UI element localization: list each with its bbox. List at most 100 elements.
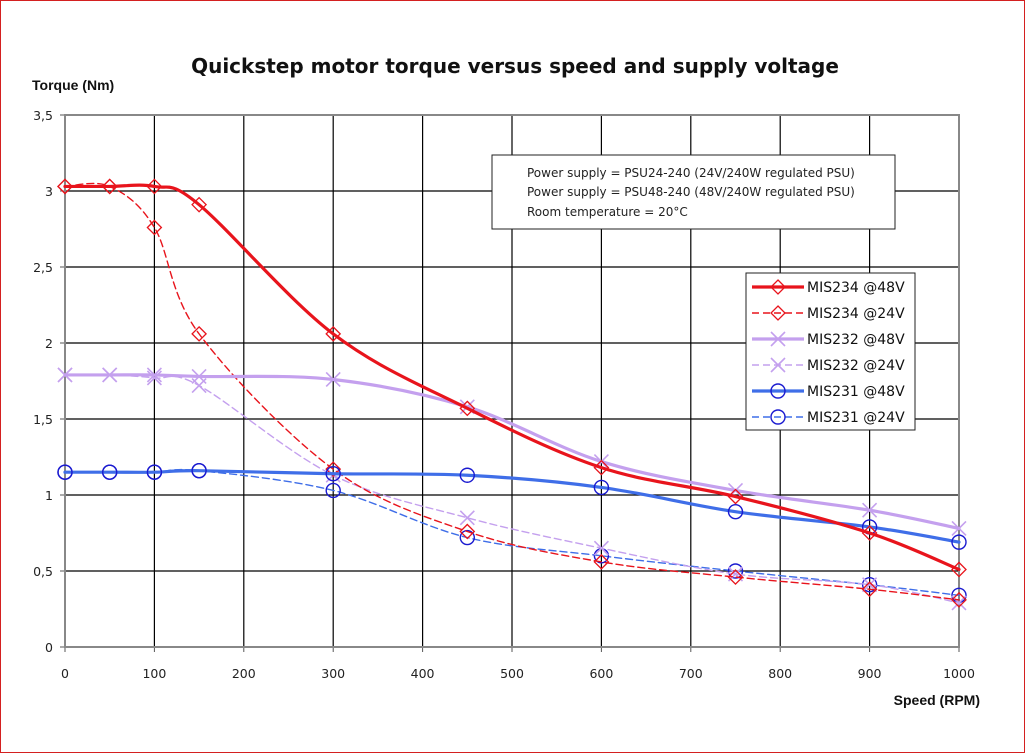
- x-tick-label: 400: [411, 666, 435, 681]
- marker-stroke: [146, 367, 162, 383]
- data-point: [861, 576, 878, 593]
- data-point: [325, 482, 341, 499]
- marker-stroke: [951, 520, 967, 537]
- marker-stroke: [57, 367, 73, 383]
- data-point: [325, 325, 342, 342]
- series-layer: [57, 178, 967, 611]
- marker-stroke: [459, 510, 475, 526]
- data-point: [325, 461, 342, 478]
- legend-label: MIS231 @24V: [807, 410, 905, 426]
- data-point: [459, 529, 475, 546]
- data-point: [951, 591, 967, 608]
- data-point: [57, 178, 73, 195]
- y-tick-label: 3: [45, 184, 53, 199]
- marker-stroke: [770, 357, 786, 373]
- data-point: [191, 325, 208, 342]
- marker-stroke: [325, 371, 341, 388]
- data-point: [951, 534, 967, 550]
- legend-marker: [770, 409, 786, 425]
- marker-stroke: [593, 540, 609, 556]
- data-point: [191, 196, 208, 213]
- data-point: [325, 371, 341, 388]
- series-line: [63, 469, 961, 544]
- legend-label: MIS232 @24V: [807, 358, 905, 374]
- plot-area-border: [64, 114, 960, 648]
- y-axis-ticks: 0 0,5 1 1,5 2 2,5 3 3,5: [33, 108, 65, 655]
- data-point: [951, 561, 967, 578]
- data-point: [593, 540, 609, 556]
- marker-stroke: [102, 367, 118, 383]
- legend-item: MIS232 @24V: [752, 357, 905, 374]
- data-point: [325, 466, 341, 482]
- legend-item: MIS231 @48V: [752, 383, 905, 400]
- marker-stroke: [862, 577, 878, 593]
- series-mis231-48v: [57, 462, 967, 550]
- marker-stroke: [191, 368, 207, 385]
- x-tick-label: 300: [321, 666, 345, 681]
- data-point: [459, 510, 475, 526]
- x-tick-label: 600: [589, 666, 613, 681]
- y-tick-label: 0,5: [33, 564, 53, 579]
- y-tick-label: 1,5: [33, 412, 53, 427]
- marker-stroke: [770, 331, 786, 347]
- data-point: [459, 523, 476, 540]
- x-tick-label: 200: [232, 666, 256, 681]
- y-tick-label: 0: [45, 640, 53, 655]
- y-tick-label: 2,5: [33, 260, 53, 275]
- data-point: [191, 368, 207, 385]
- annotation-box-border: [491, 154, 896, 230]
- data-point: [861, 525, 878, 541]
- data-point: [459, 467, 475, 483]
- data-point: [593, 479, 610, 496]
- y-tick-label: 1: [45, 488, 53, 503]
- series-line: [63, 183, 961, 572]
- marker-stroke: [146, 370, 162, 386]
- x-tick-label: 100: [142, 666, 166, 681]
- legend-item: MIS234 @24V: [752, 305, 905, 322]
- data-point: [727, 488, 744, 505]
- data-point: [57, 464, 73, 480]
- data-point: [146, 219, 163, 236]
- y-tick-label: 3,5: [33, 108, 53, 123]
- data-point: [146, 464, 163, 480]
- x-tick-label: 1000: [943, 666, 975, 681]
- x-tick-label: 0: [61, 666, 69, 681]
- chart-title: Quickstep motor torque versus speed and …: [191, 54, 839, 78]
- data-point: [101, 464, 118, 480]
- x-tick-label: 500: [500, 666, 524, 681]
- x-tick-label: 900: [858, 666, 882, 681]
- x-tick-label: 700: [679, 666, 703, 681]
- legend-item: MIS232 @48V: [752, 331, 905, 348]
- series-mis234-48v: [57, 178, 967, 578]
- data-point: [727, 504, 744, 520]
- legend-label: MIS232 @48V: [807, 332, 905, 348]
- legend-border: [745, 272, 916, 431]
- data-point: [862, 502, 878, 518]
- legend-label: MIS234 @48V: [807, 280, 905, 296]
- x-axis-title: Speed (RPM): [894, 692, 980, 708]
- data-point: [57, 367, 73, 383]
- annotation-line: Power supply = PSU48-240 (48V/240W regul…: [527, 185, 855, 199]
- y-tick-label: 2: [45, 336, 53, 351]
- data-point: [101, 178, 118, 195]
- y-axis-title: Torque (Nm): [32, 77, 114, 93]
- series-line: [64, 182, 960, 601]
- data-point: [102, 367, 118, 383]
- legend-marker: [770, 305, 786, 321]
- data-point: [951, 520, 967, 537]
- data-point: [593, 459, 610, 476]
- x-tick-label: 800: [768, 666, 792, 681]
- annotation-line: Power supply = PSU24-240 (24V/240W regul…: [527, 166, 855, 180]
- legend-marker: [770, 357, 786, 373]
- legend-item: MIS234 @48V: [752, 279, 905, 296]
- data-point: [593, 553, 610, 570]
- legend-marker: [770, 279, 786, 295]
- legend-marker: [770, 383, 786, 399]
- legend: MIS234 @48V MIS234 @24V MIS232 @48V MIS232 …: [745, 272, 916, 431]
- annotation-box: Power supply = PSU24-240 (24V/240W regul…: [491, 154, 896, 230]
- annotation-line: Room temperature = 20°C: [527, 205, 688, 219]
- legend-marker: [770, 331, 786, 347]
- data-point: [146, 367, 162, 383]
- data-point: [146, 178, 163, 195]
